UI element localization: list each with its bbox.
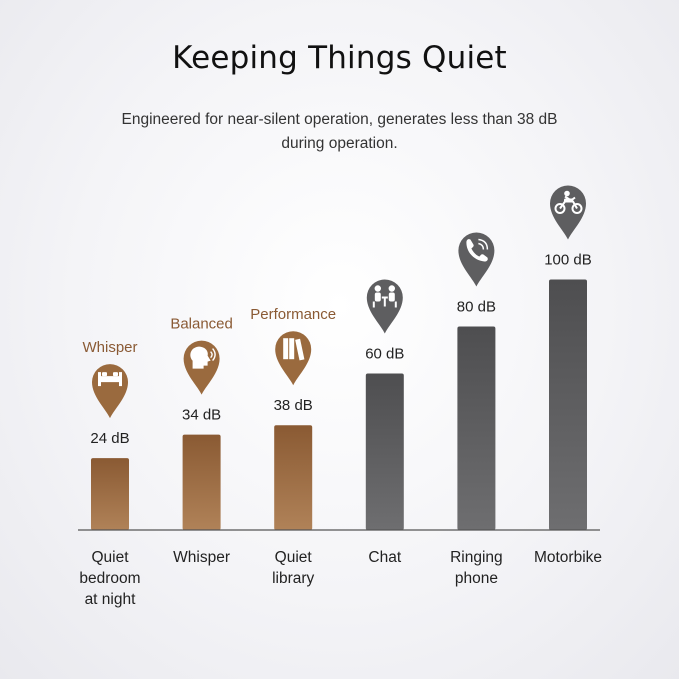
ringing-phone-icon [466, 238, 489, 262]
category-label: Chat [368, 549, 401, 566]
bar [365, 373, 404, 530]
category-label: Quiet bedroom at night [79, 549, 140, 608]
bar-value-label: 100 dB [544, 252, 592, 269]
page-title: Keeping Things Quiet [172, 40, 507, 76]
bar-value-label: 80 dB [457, 299, 496, 316]
books-icon [283, 338, 305, 361]
bar-value-label: 24 dB [90, 430, 129, 447]
category-label: Ringing phone [450, 549, 503, 587]
map-pin-marker [92, 364, 128, 419]
bar-value-label: 38 dB [274, 397, 313, 414]
bar [549, 279, 587, 530]
bar [91, 458, 129, 530]
map-pin-marker [275, 331, 312, 386]
category-label: Quiet library [272, 549, 314, 587]
bar [457, 326, 496, 530]
bar [182, 434, 221, 530]
motorbike-icon [554, 190, 583, 214]
chat-people-icon [372, 285, 397, 308]
speaking-head-icon [190, 346, 216, 369]
mode-label: Balanced [170, 316, 233, 333]
bed-icon [98, 372, 122, 387]
mode-label: Performance [250, 306, 336, 323]
bar-value-label: 60 dB [365, 346, 404, 363]
map-pin-marker [458, 232, 495, 287]
category-label: Motorbike [534, 549, 602, 566]
bar-value-label: 34 dB [182, 407, 221, 424]
map-pin-marker [550, 185, 586, 240]
mode-label: Whisper [82, 339, 137, 356]
category-label: Whisper [173, 549, 230, 566]
map-pin-marker [366, 279, 403, 334]
bar [274, 425, 313, 530]
map-pin-marker [183, 340, 220, 395]
page-subtitle: Engineered for near-silent operation, ge… [121, 111, 558, 152]
